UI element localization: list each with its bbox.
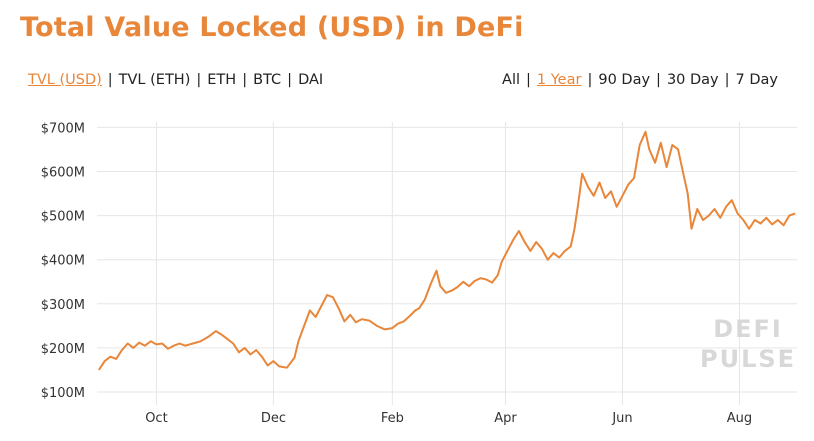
y-tick-label: $400M bbox=[41, 254, 85, 269]
metric-option-dai[interactable]: DAI bbox=[298, 72, 324, 88]
range-option-1-year[interactable]: 1 Year bbox=[536, 72, 582, 88]
x-tick-label: Dec bbox=[261, 411, 286, 426]
series-layer bbox=[98, 130, 796, 371]
x-axis: Oct Dec Feb Apr Jun Aug bbox=[145, 411, 752, 426]
x-tick-label: Oct bbox=[145, 411, 167, 426]
y-tick-label: $300M bbox=[41, 298, 85, 313]
range-option-all[interactable]: All bbox=[502, 72, 521, 88]
watermark-line-2: PULSE bbox=[700, 345, 797, 373]
separator: | bbox=[724, 72, 730, 88]
y-tick-label: $100M bbox=[41, 386, 85, 401]
series-line bbox=[98, 130, 796, 371]
grid-lines bbox=[97, 122, 797, 405]
separator: | bbox=[107, 72, 113, 88]
separator: | bbox=[196, 72, 202, 88]
metric-option-tvl-eth[interactable]: TVL (ETH) bbox=[118, 72, 191, 88]
y-tick-label: $200M bbox=[41, 342, 85, 357]
y-tick-label: $500M bbox=[41, 210, 85, 225]
y-axis: $100M $200M $300M $400M $500M $600M $700M bbox=[41, 121, 85, 401]
separator: | bbox=[656, 72, 661, 88]
metric-selector: TVL (USD) | TVL (ETH) | ETH | BTC | DAI bbox=[28, 72, 323, 88]
separator: | bbox=[526, 72, 531, 88]
range-option-7-day[interactable]: 7 Day bbox=[735, 72, 778, 88]
metric-option-btc[interactable]: BTC bbox=[253, 72, 282, 88]
range-selector: All | 1 Year | 90 Day | 30 Day | 7 Day bbox=[502, 72, 778, 88]
separator: | bbox=[587, 72, 593, 88]
y-tick-label: $700M bbox=[41, 121, 85, 136]
defi-pulse-watermark: DEFI PULSE bbox=[700, 314, 796, 374]
separator: | bbox=[242, 72, 248, 88]
x-tick-label: Aug bbox=[727, 411, 752, 426]
range-option-30-day[interactable]: 30 Day bbox=[666, 72, 719, 88]
chart-title: Total Value Locked (USD) in DeFi bbox=[20, 12, 524, 43]
watermark-line-1: DEFI bbox=[713, 315, 783, 343]
x-tick-label: Apr bbox=[494, 411, 517, 426]
range-option-90-day[interactable]: 90 Day bbox=[598, 72, 651, 88]
metric-option-tvl-usd[interactable]: TVL (USD) bbox=[28, 72, 102, 88]
x-tick-label: Jun bbox=[611, 411, 632, 426]
separator: | bbox=[287, 72, 293, 88]
metric-option-eth[interactable]: ETH bbox=[207, 72, 237, 88]
y-tick-label: $600M bbox=[41, 166, 85, 181]
x-tick-label: Feb bbox=[381, 411, 404, 426]
